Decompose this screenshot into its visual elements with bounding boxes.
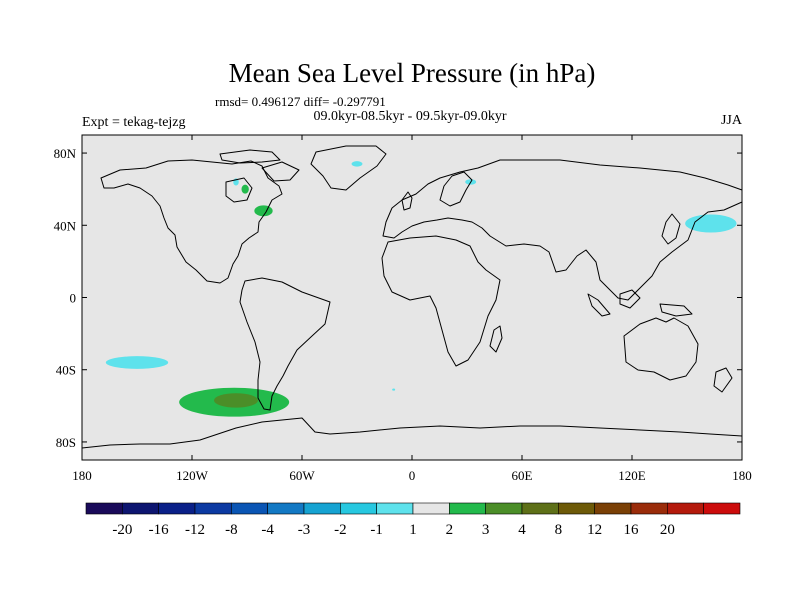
colorbar-label: 4 (518, 522, 526, 538)
colorbar-label: 3 (482, 522, 490, 538)
colorbar-label: -20 (112, 522, 132, 538)
colorbar-swatch (667, 502, 704, 515)
anomaly-north-pacific-negative (685, 214, 737, 233)
colorbar-label: 1 (409, 522, 417, 538)
colorbar-swatch (594, 502, 632, 515)
chart-title: Mean Sea Level Pressure (in hPa) (229, 58, 596, 88)
colorbar-swatch (340, 502, 377, 515)
y-tick-label: 80S (56, 435, 76, 450)
colorbar-swatch (194, 502, 232, 515)
y-tick-label: 40S (56, 363, 76, 378)
colorbar-swatch (449, 502, 486, 515)
anomaly-hudson-positive (241, 184, 249, 194)
colorbar-swatch (85, 502, 123, 515)
experiment-label: Expt = tekag-tejzg (82, 115, 186, 130)
coastline-borneo (619, 289, 641, 309)
map-background (82, 135, 742, 460)
coastline-africa (381, 235, 501, 367)
colorbar-label: -3 (298, 522, 311, 538)
colorbar: -20 -16 -12 -8 -4 -3 -2 -1 1 2 3 4 8 12 16 20 (85, 502, 741, 538)
colorbar-swatch (122, 502, 159, 515)
colorbar-swatch (485, 502, 523, 515)
anomaly-south-atlantic-speck (392, 388, 396, 391)
anomaly-greenland-negative (351, 161, 363, 167)
coastline-scandinavia (439, 171, 473, 207)
colorbar-swatch (630, 502, 668, 515)
colorbar-swatch (558, 502, 595, 515)
colorbar-label: 12 (587, 522, 602, 538)
coastlines (81, 145, 743, 449)
anomaly-layer (105, 161, 737, 417)
y-tick-label: 0 (70, 291, 77, 306)
world-map: 180 120W 60W 0 60E 120E 180 80N 40N 0 40S 80S (54, 134, 752, 483)
coastline-japan (661, 213, 681, 245)
stats-line: rmsd= 0.496127 diff= -0.297791 (215, 94, 386, 109)
coastline-australia (623, 317, 699, 381)
colorbar-swatch (231, 502, 268, 515)
anomaly-great-lakes-positive (254, 205, 273, 217)
y-tick-label: 40N (54, 218, 77, 233)
colorbar-label: 20 (660, 522, 675, 538)
coastline-new-zealand (713, 367, 733, 393)
coastline-greenland (310, 145, 387, 191)
x-tick-label: 180 (72, 468, 92, 483)
colorbar-swatch (303, 502, 341, 515)
colorbar-swatch (412, 502, 450, 515)
colorbar-label: -16 (149, 522, 169, 538)
colorbar-label: -2 (334, 522, 347, 538)
colorbar-label: -4 (261, 522, 274, 538)
coastline-south-america (239, 277, 331, 411)
coastline-madagascar (489, 325, 503, 353)
season-label: JJA (721, 113, 743, 128)
coastline-arctic-islands (219, 149, 281, 164)
colorbar-label: -8 (225, 522, 238, 538)
colorbar-label: -1 (370, 522, 383, 538)
colorbar-swatch (267, 502, 305, 515)
coastline-new-guinea (659, 303, 693, 317)
colorbar-label: 2 (446, 522, 454, 538)
colorbar-label: -12 (185, 522, 205, 538)
y-tick-label: 80N (54, 146, 77, 161)
coastline-north-america (100, 159, 283, 284)
x-tick-label: 120W (176, 468, 209, 483)
anomaly-southern-ocean-core (214, 393, 258, 408)
x-tick-label: 120E (618, 468, 646, 483)
colorbar-swatch (521, 502, 559, 515)
coastline-eurasia (382, 159, 743, 301)
colorbar-swatch (158, 502, 196, 515)
coastline-british-isles (401, 191, 413, 211)
x-tick-label: 0 (409, 468, 416, 483)
period-line: 09.0kyr-08.5kyr - 09.5kyr-09.0kyr (313, 109, 506, 124)
colorbar-swatch (376, 502, 414, 515)
colorbar-swatch (703, 502, 741, 515)
colorbar-label: 16 (624, 522, 640, 538)
x-tick-label: 60W (289, 468, 315, 483)
y-axis: 80N 40N 0 40S 80S (54, 146, 742, 450)
x-tick-label: 60E (512, 468, 533, 483)
coastline-hudson-bay (225, 177, 253, 203)
coastline-sumatra (587, 293, 611, 317)
anomaly-south-pacific-negative (105, 356, 169, 369)
coastline-antarctica (81, 417, 743, 449)
x-axis: 180 120W 60W 0 60E 120E 180 (72, 135, 752, 483)
x-tick-label: 180 (732, 468, 752, 483)
colorbar-label: 8 (555, 522, 563, 538)
coastline-baffin-island (261, 161, 300, 182)
